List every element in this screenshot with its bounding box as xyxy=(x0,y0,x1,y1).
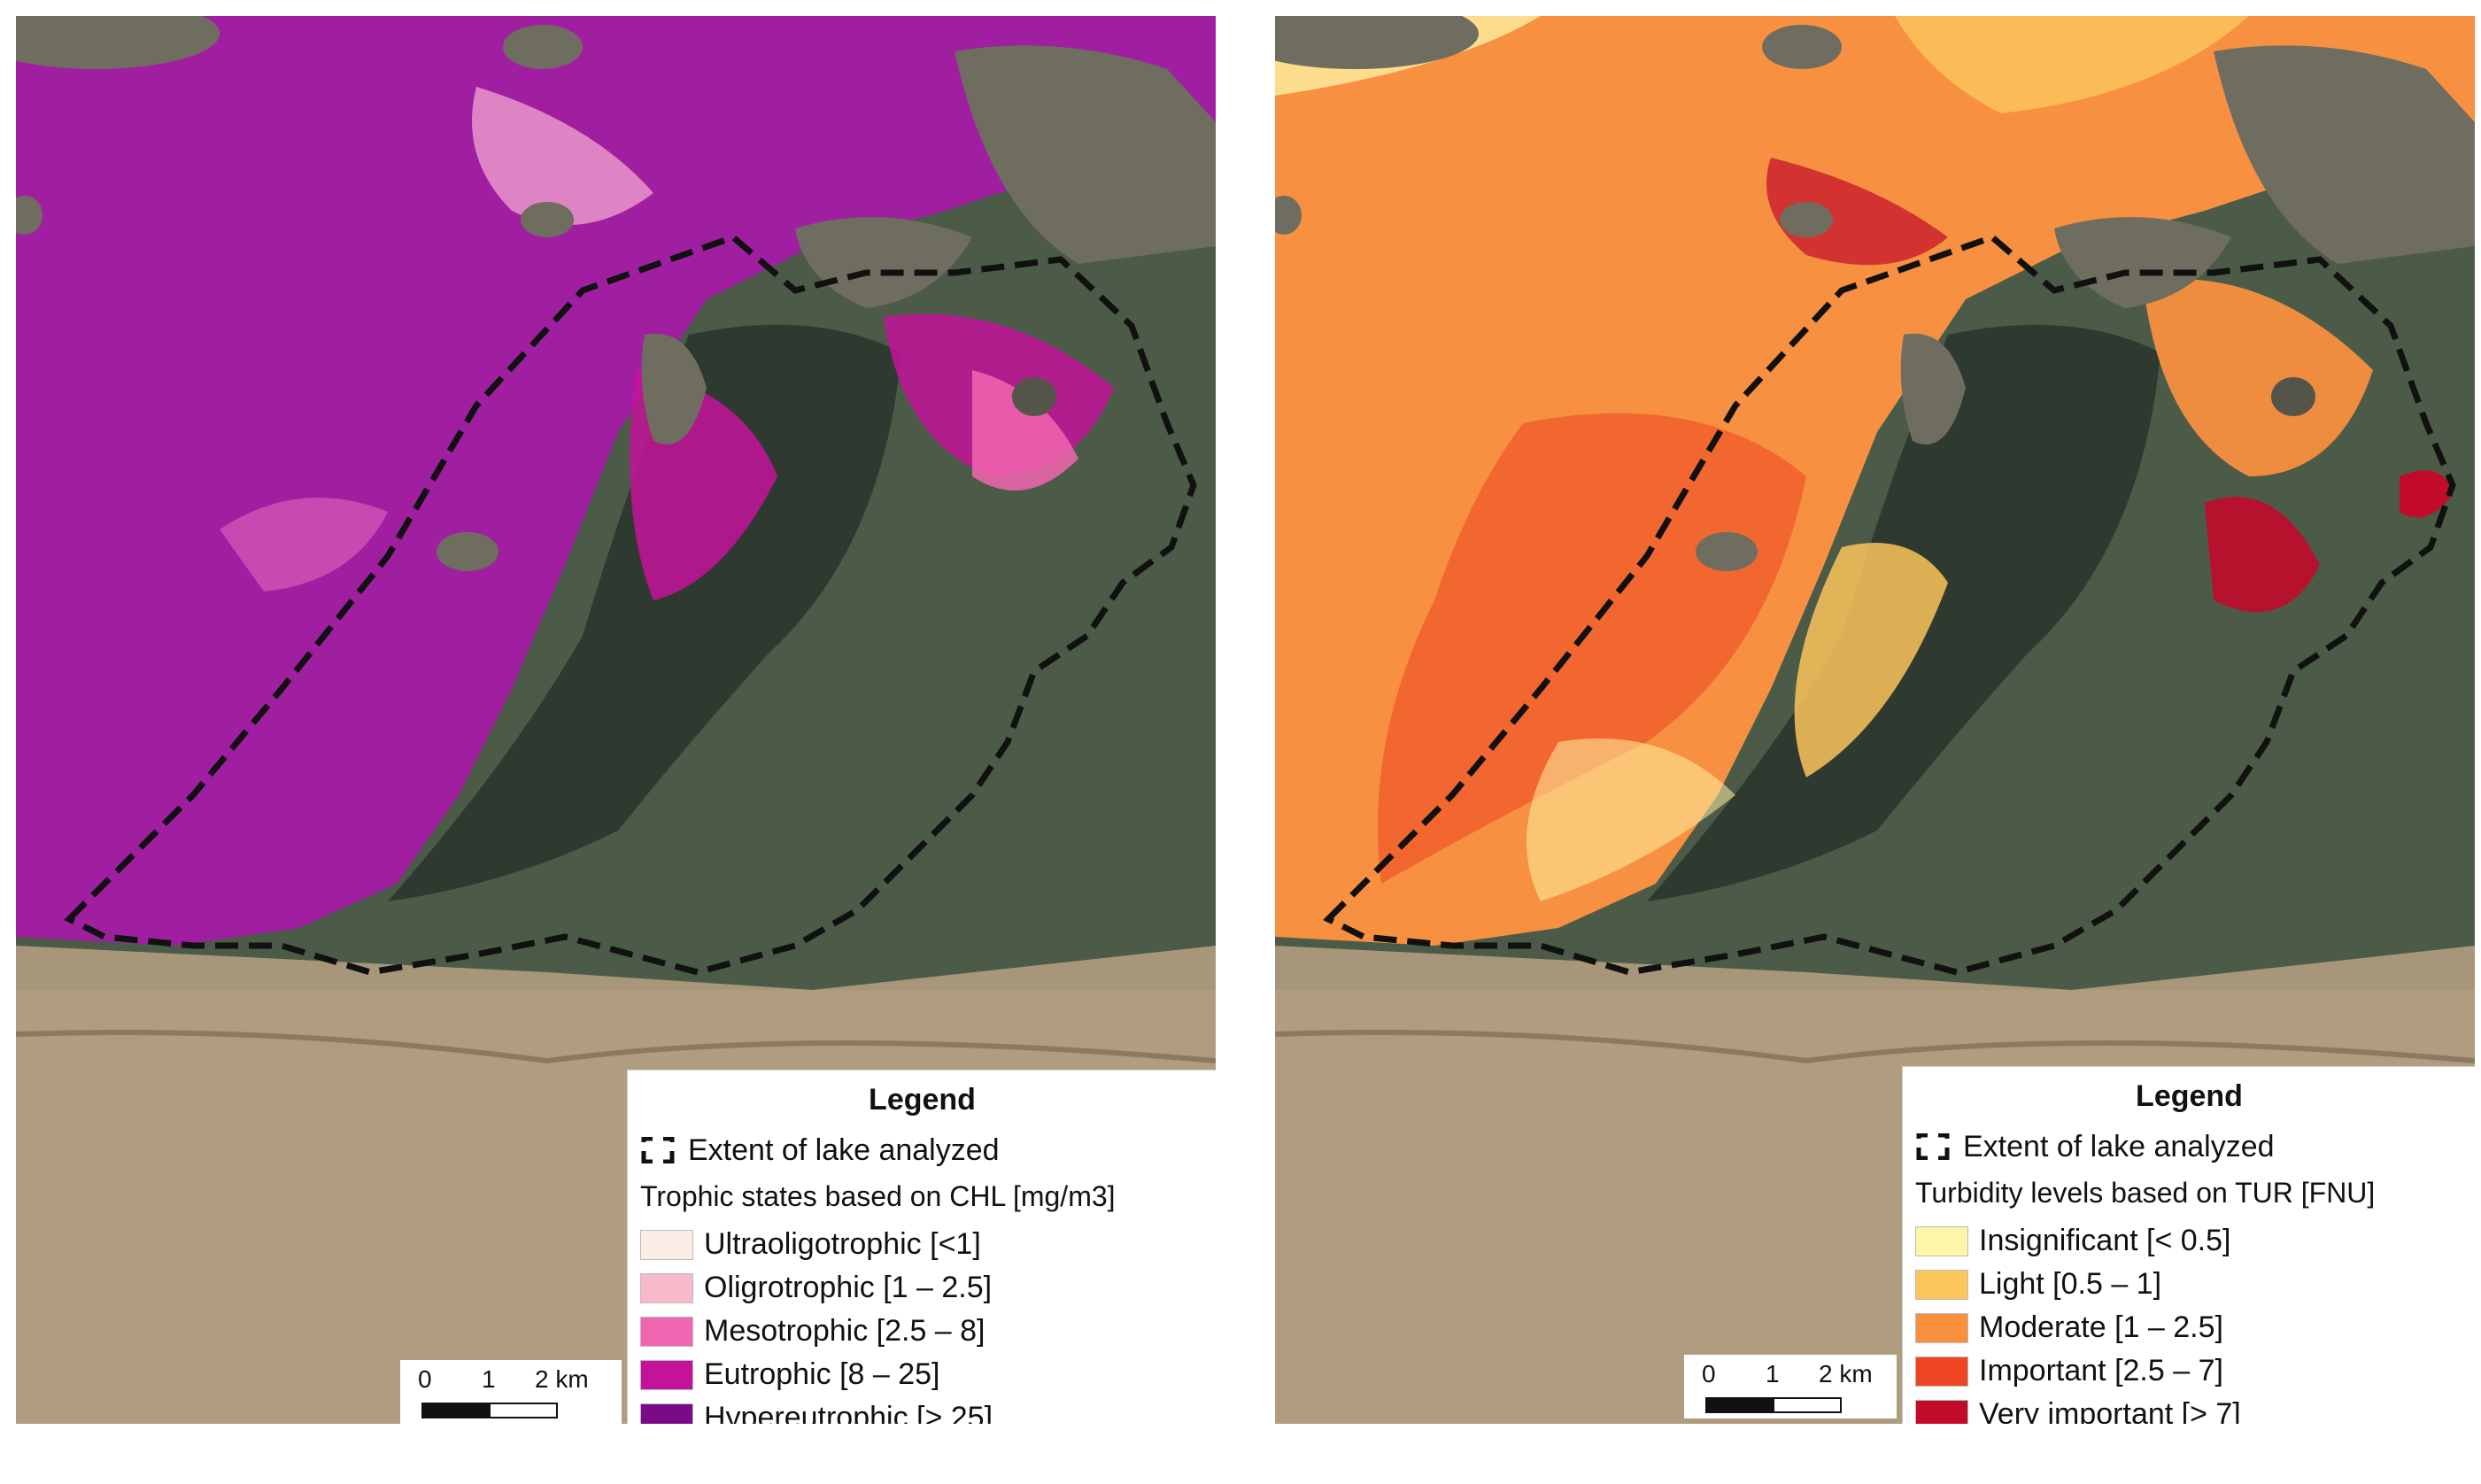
legend-item: Insignificant [< 0.5] xyxy=(1915,1219,2241,1263)
legend-swatch xyxy=(1915,1356,1968,1387)
island-5 xyxy=(521,202,574,237)
legend-item-label: Insignificant [< 0.5] xyxy=(1979,1224,2231,1257)
scale-segment-black xyxy=(421,1403,491,1418)
moderate-patch xyxy=(2143,279,2373,476)
legend-swatch xyxy=(640,1359,693,1390)
legend-item: Hypereutrophic [> 25] xyxy=(640,1396,993,1424)
legend-swatch xyxy=(640,1229,693,1260)
terrain-ridge xyxy=(16,1030,1216,1064)
chl-legend: Legend Extent of lake analyzed Trophic s… xyxy=(627,1070,1216,1424)
legend-swatch xyxy=(1915,1312,1968,1343)
legend-title: Legend xyxy=(2136,1079,2243,1113)
class-list: Ultraoligotrophic [<1] Oligrotrophic [1 … xyxy=(640,1223,993,1424)
legend-item: Important [2.5 – 7] xyxy=(1915,1349,2241,1393)
scale-tick-1: 1 xyxy=(1766,1360,1780,1387)
extent-label: Extent of lake analyzed xyxy=(1963,1129,2275,1163)
island-3 xyxy=(1900,333,1966,444)
scale-tick-2: 2 km xyxy=(1819,1360,1873,1387)
legend-extent-row: Extent of lake analyzed xyxy=(640,1131,1000,1170)
legend-item: Very important [> 7] xyxy=(1915,1393,2241,1424)
island xyxy=(1275,16,1479,69)
chl-map-panel: Legend Extent of lake analyzed Trophic s… xyxy=(16,16,1216,1424)
legend-item-label: Moderate [1 – 2.5] xyxy=(1979,1310,2223,1344)
legend-item-label: Oligrotrophic [1 – 2.5] xyxy=(704,1271,993,1304)
island-6 xyxy=(1696,532,1758,571)
light-patch xyxy=(1895,16,2249,113)
dashed-boundary-icon xyxy=(1916,1133,1950,1160)
legend-swatch xyxy=(1915,1269,1968,1300)
legend-swatch xyxy=(1915,1399,1968,1424)
legend-swatch xyxy=(640,1403,693,1424)
legend-item-label: Light [0.5 – 1] xyxy=(1979,1267,2162,1301)
light-patch-2 xyxy=(1794,543,1948,777)
island-2 xyxy=(2054,217,2231,308)
scale-segment-white xyxy=(489,1403,558,1418)
extent-label: Extent of lake analyzed xyxy=(688,1132,1000,1167)
class-list: Insignificant [< 0.5] Light [0.5 – 1] Mo… xyxy=(1915,1219,2241,1424)
lake-water-hypereutrophic xyxy=(16,16,1216,946)
legend-item-label: Mesotrophic [2.5 – 8] xyxy=(704,1314,985,1348)
very-important-patch xyxy=(1766,158,1948,266)
legend-item-label: Eutrophic [8 – 25] xyxy=(704,1357,940,1391)
legend-swatch xyxy=(640,1272,693,1303)
terrain-ridge xyxy=(1275,1030,2475,1064)
scale-segment-white xyxy=(1773,1397,1842,1413)
mesotrophic-patch xyxy=(472,87,653,225)
insignificant-patch-2 xyxy=(1526,738,1735,901)
tur-map-panel: Legend Extent of lake analyzed Turbidity… xyxy=(1275,16,2475,1424)
island xyxy=(16,16,220,69)
dashed-boundary-icon xyxy=(641,1137,675,1163)
mesotrophic-patch-3 xyxy=(972,370,1078,491)
mesotrophic-patch-2 xyxy=(220,498,388,591)
legend-extent-row: Extent of lake analyzed xyxy=(1915,1127,2275,1166)
island-3 xyxy=(641,333,707,444)
legend-item: Oligrotrophic [1 – 2.5] xyxy=(640,1266,993,1310)
island-5 xyxy=(1780,202,1833,237)
peninsula xyxy=(955,45,1216,265)
legend-item-label: Important [2.5 – 7] xyxy=(1979,1354,2223,1387)
legend-title: Legend xyxy=(869,1083,976,1117)
island-7 xyxy=(2271,377,2315,416)
very-important-patch-2 xyxy=(2205,497,2320,613)
tur-legend: Legend Extent of lake analyzed Turbidity… xyxy=(1902,1066,2475,1424)
class-title: Trophic states based on CHL [mg/m3] xyxy=(640,1180,1116,1212)
scale-tick-2: 2 km xyxy=(535,1365,589,1393)
legend-item-label: Very important [> 7] xyxy=(1979,1397,2241,1424)
island-2 xyxy=(795,217,972,308)
tur-scalebar: 0 1 2 km xyxy=(1684,1355,1897,1418)
very-important-patch-3 xyxy=(2400,470,2453,518)
legend-item: Eutrophic [8 – 25] xyxy=(640,1353,993,1396)
legend-swatch xyxy=(640,1316,693,1347)
legend-item: Ultraoligotrophic [<1] xyxy=(640,1223,993,1266)
scale-tick-0: 0 xyxy=(1702,1360,1716,1387)
scale-tick-0: 0 xyxy=(418,1365,432,1393)
important-patch xyxy=(1378,413,1806,885)
legend-item: Moderate [1 – 2.5] xyxy=(1915,1306,2241,1349)
peninsula xyxy=(2214,45,2475,265)
legend-swatch xyxy=(1915,1225,1968,1256)
lake-extent-boundary xyxy=(1323,234,2456,976)
class-title: Turbidity levels based on TUR [FNU] xyxy=(1915,1177,2376,1209)
scale-segment-black xyxy=(1705,1397,1774,1413)
chl-scalebar: 0 1 2 km xyxy=(400,1360,622,1424)
island-7 xyxy=(1012,377,1056,416)
island-4 xyxy=(1762,25,1842,69)
island-4 xyxy=(503,25,583,69)
lake-extent-boundary xyxy=(64,234,1197,976)
legend-item-label: Ultraoligotrophic [<1] xyxy=(704,1227,981,1261)
legend-item: Mesotrophic [2.5 – 8] xyxy=(640,1310,993,1353)
legend-item: Light [0.5 – 1] xyxy=(1915,1263,2241,1306)
island-8 xyxy=(1275,196,1302,235)
island-8 xyxy=(16,196,43,235)
scale-tick-1: 1 xyxy=(482,1365,496,1393)
island-6 xyxy=(437,532,499,571)
legend-item-label: Hypereutrophic [> 25] xyxy=(704,1401,993,1424)
